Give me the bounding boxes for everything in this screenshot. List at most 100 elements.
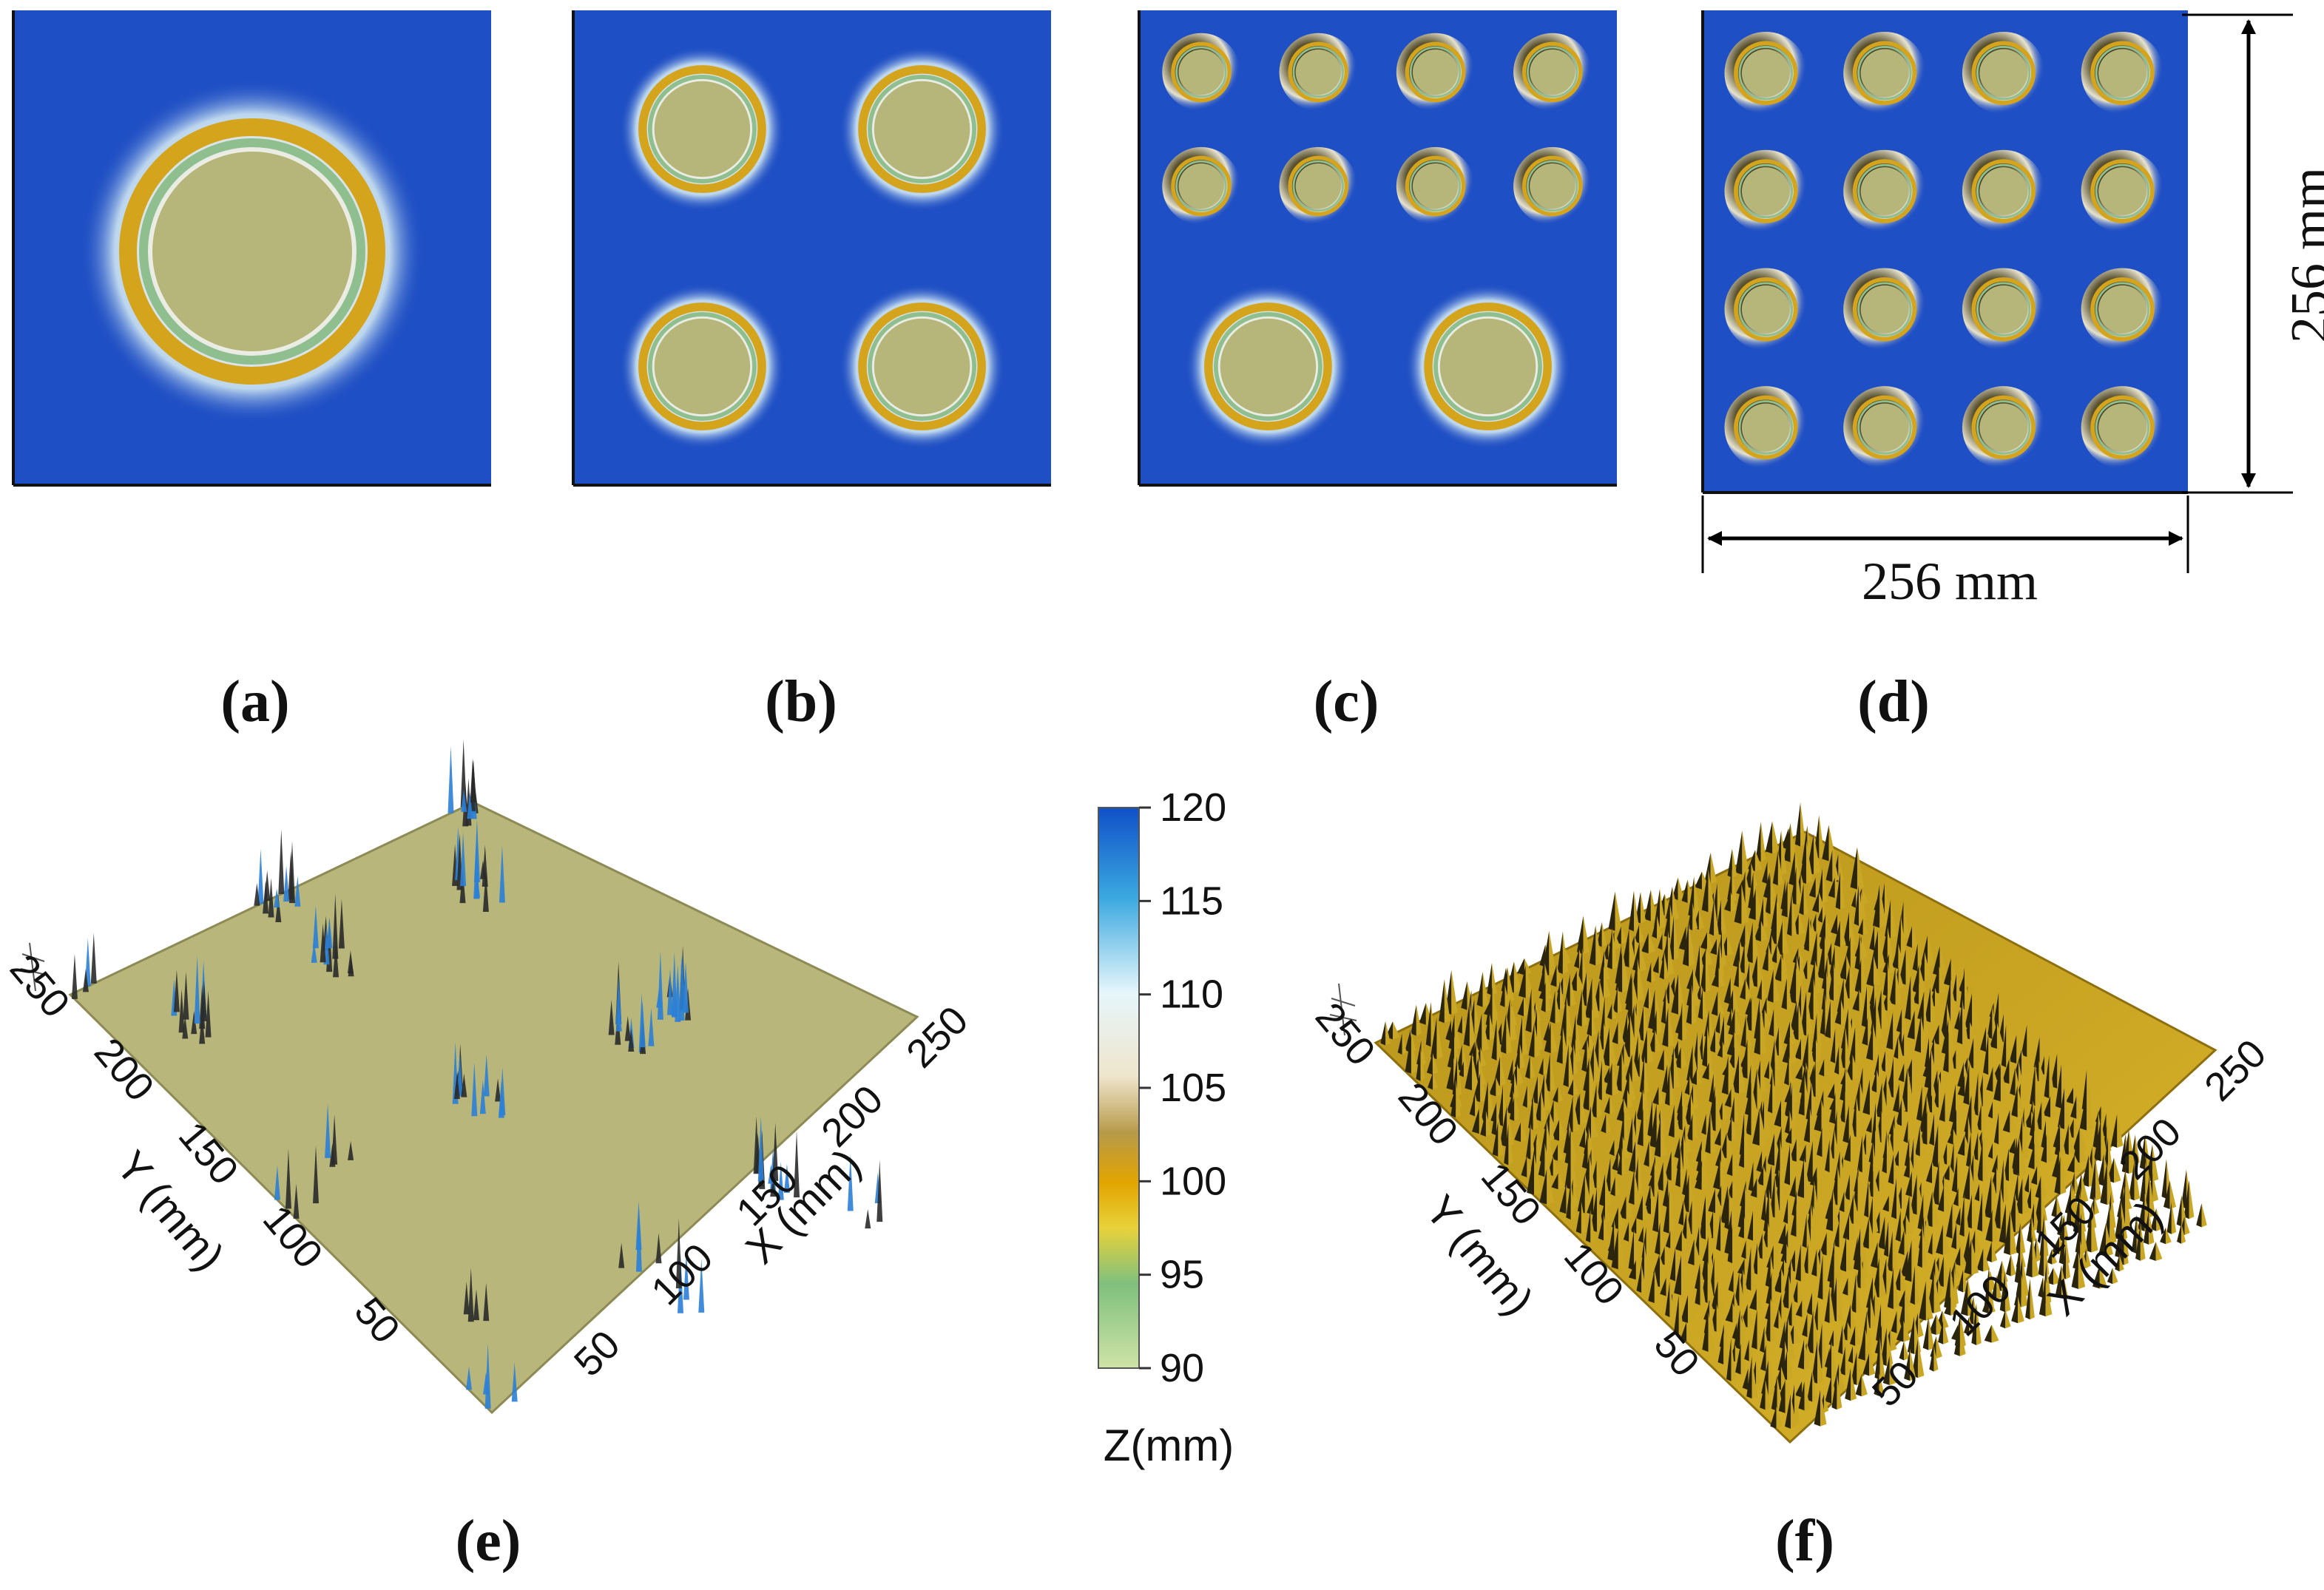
surface-spike	[2078, 1252, 2086, 1289]
surface-spike	[1596, 1083, 1603, 1118]
surface-spike	[1664, 1246, 1671, 1265]
surface-spike-shadow	[1765, 874, 1771, 915]
surface-spike-shadow	[1560, 995, 1567, 1038]
surface-spike	[1856, 1272, 1861, 1313]
surface-spike-shadow	[1628, 890, 1635, 932]
surface-spike-shadow	[1618, 1196, 1627, 1219]
surface-spike-shadow	[2030, 1063, 2036, 1106]
surface-spike-shadow	[1874, 1053, 1879, 1078]
surface-spike	[1533, 1095, 1538, 1130]
bump-plateau	[1860, 49, 1909, 98]
surface-spike-shadow	[1717, 1041, 1723, 1058]
surface-spike-shadow	[1726, 1153, 1733, 1177]
surface-spike	[1638, 1157, 1644, 1195]
surface-spike-shadow	[1825, 1376, 1832, 1404]
surface-spike	[1996, 1023, 2004, 1049]
surface-spike	[1507, 967, 1515, 1003]
surface-spike-shadow	[1551, 1144, 1558, 1161]
surface-spike-shadow	[1834, 999, 1841, 1025]
surface-spike	[1648, 933, 1656, 954]
surface-spike-shadow	[1671, 973, 1679, 1015]
surface-spike-shadow	[1603, 1066, 1610, 1084]
surface-spike-shadow	[1835, 871, 1841, 910]
surface-spike-shadow	[1857, 1134, 1862, 1173]
surface-spike	[1591, 1106, 1598, 1139]
surface-spike-shadow	[1598, 1174, 1606, 1207]
surface-spike-shadow	[1963, 1063, 1970, 1106]
surface-spike	[1522, 1015, 1528, 1056]
surface-spike	[1769, 1188, 1775, 1234]
surface-spike	[1491, 963, 1497, 995]
surface-spike	[1815, 1059, 1821, 1097]
surface-spike	[1411, 1033, 1418, 1074]
surface-spike-shadow	[1783, 1198, 1788, 1224]
surface-spike	[482, 870, 489, 912]
bump-ring-gold	[2090, 395, 2155, 460]
surface-spike-shadow	[1752, 1242, 1757, 1275]
surface-spike-shadow	[1949, 1083, 1956, 1123]
bump-ring-green	[1738, 163, 1793, 219]
surface-spike	[1788, 1316, 1795, 1361]
surface-spike	[608, 999, 615, 1035]
surface-spike	[1392, 1021, 1400, 1040]
surface-spike-shadow	[1648, 989, 1655, 1030]
surface-spike	[1790, 1394, 1797, 1429]
surface-spike-shadow	[1427, 1053, 1433, 1075]
surface-spike	[1739, 1272, 1745, 1306]
surface-spike	[2045, 1278, 2053, 1317]
surface-spike	[2000, 1064, 2008, 1102]
surface-spike	[466, 1366, 473, 1390]
surface-spike-shadow	[1957, 1075, 1965, 1097]
surface-spike-shadow	[2115, 1254, 2120, 1272]
surface-spike	[1851, 1367, 1857, 1401]
surface-spike	[1709, 1009, 1714, 1038]
surface-spike-shadow	[1761, 997, 1767, 1015]
surface-spike-shadow	[1615, 952, 1623, 992]
bump-ring-green	[1857, 282, 1912, 336]
surface-spike	[1762, 1233, 1769, 1259]
surface-spike	[1934, 987, 1941, 1007]
surface-spike	[1764, 1100, 1771, 1141]
bump-plateau	[1178, 163, 1224, 209]
surface-spike	[2005, 1309, 2011, 1329]
surface-spike-shadow	[1658, 933, 1663, 950]
surface-spike	[1833, 1189, 1840, 1231]
surface-spike	[1970, 1022, 1977, 1040]
surface-spike	[783, 1163, 790, 1193]
bump-ring-gold	[1171, 155, 1232, 217]
surface-spike	[1573, 1095, 1579, 1133]
surface-spike-shadow	[1674, 1255, 1681, 1296]
surface-spike-shadow	[1660, 1277, 1666, 1296]
surface-spike-shadow	[1552, 1119, 1560, 1141]
surface-spike	[1654, 1160, 1660, 1197]
surface-spike	[1821, 1099, 1829, 1132]
surface-spike	[257, 848, 264, 904]
surface-spike	[1886, 1075, 1894, 1108]
bump-ring-green	[868, 312, 977, 421]
surface-spike-shadow	[1463, 1001, 1470, 1047]
surface-spike-shadow	[1684, 1075, 1690, 1095]
surface-spike-shadow	[1680, 1294, 1689, 1323]
surface-f-x-tick-250: 250	[2196, 1031, 2274, 1109]
surface-spike-shadow	[1637, 1108, 1644, 1146]
surface-spike	[1622, 1136, 1630, 1160]
surface-spike-shadow	[1446, 1057, 1454, 1091]
surface-spike	[1757, 1068, 1763, 1109]
surface-spike	[1618, 1022, 1624, 1044]
surface-spike	[1670, 1230, 1675, 1249]
surface-spike-shadow	[1788, 967, 1797, 1004]
surface-spike-shadow	[1729, 1096, 1734, 1123]
surface-spike-shadow	[1519, 965, 1526, 998]
surface-spike	[1433, 1072, 1439, 1090]
surface-spike-shadow	[1700, 932, 1707, 950]
surface-spike-shadow	[1771, 944, 1777, 964]
surface-spike	[1808, 1244, 1814, 1274]
surface-spike	[1834, 945, 1842, 987]
surface-spike-shadow	[1504, 1123, 1509, 1166]
surface-spike-shadow	[1854, 884, 1859, 927]
surface-spike-shadow	[1584, 978, 1592, 1019]
surface-spike-shadow	[1762, 943, 1769, 972]
surface-spike	[1839, 1045, 1844, 1075]
surface-spike	[1950, 1266, 1957, 1310]
surface-spike-shadow	[1851, 891, 1857, 908]
